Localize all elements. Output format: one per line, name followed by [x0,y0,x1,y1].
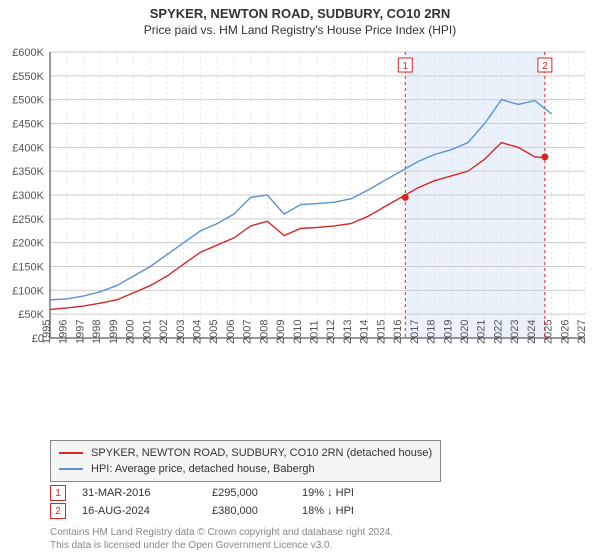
legend-swatch [59,452,83,454]
legend-label: SPYKER, NEWTON ROAD, SUDBURY, CO10 2RN (… [91,447,432,459]
svg-text:£150K: £150K [12,262,44,274]
svg-text:2014: 2014 [359,320,371,344]
svg-text:2026: 2026 [559,320,571,344]
svg-text:2001: 2001 [141,320,153,344]
sale-date: 31-MAR-2016 [82,487,212,499]
footer-line: This data is licensed under the Open Gov… [50,539,393,552]
legend-item: HPI: Average price, detached house, Babe… [59,461,432,477]
sales-table: 1 31-MAR-2016 £295,000 19% ↓ HPI 2 16-AU… [50,484,402,520]
table-row: 1 31-MAR-2016 £295,000 19% ↓ HPI [50,484,402,502]
chart-subtitle: Price paid vs. HM Land Registry's House … [0,21,600,37]
svg-text:2000: 2000 [125,320,137,344]
svg-text:2007: 2007 [242,320,254,344]
sale-price: £380,000 [212,505,302,517]
svg-text:2002: 2002 [158,320,170,344]
svg-text:£600K: £600K [12,47,44,59]
svg-text:2011: 2011 [309,320,321,344]
svg-text:2020: 2020 [459,320,471,344]
svg-text:£50K: £50K [18,309,44,321]
svg-text:£100K: £100K [12,285,44,297]
svg-text:£300K: £300K [12,190,44,202]
sale-marker-icon: 1 [50,485,66,501]
svg-text:£250K: £250K [12,214,44,226]
svg-text:1996: 1996 [58,320,70,344]
svg-text:1995: 1995 [41,320,53,344]
svg-text:2009: 2009 [275,320,287,344]
svg-text:2021: 2021 [476,320,488,344]
svg-text:2017: 2017 [409,320,421,344]
svg-text:1999: 1999 [108,320,120,344]
line-chart: £0£50K£100K£150K£200K£250K£300K£350K£400… [0,42,600,392]
svg-text:2016: 2016 [392,320,404,344]
svg-text:2024: 2024 [526,320,538,344]
footer-line: Contains HM Land Registry data © Crown c… [50,526,393,539]
sale-price: £295,000 [212,487,302,499]
svg-text:2023: 2023 [509,320,521,344]
svg-text:£550K: £550K [12,71,44,83]
sale-marker-icon: 2 [50,503,66,519]
legend: SPYKER, NEWTON ROAD, SUDBURY, CO10 2RN (… [50,440,441,482]
svg-text:2006: 2006 [225,320,237,344]
table-row: 2 16-AUG-2024 £380,000 18% ↓ HPI [50,502,402,520]
svg-text:£400K: £400K [12,142,44,154]
svg-text:1997: 1997 [74,320,86,344]
legend-item: SPYKER, NEWTON ROAD, SUDBURY, CO10 2RN (… [59,445,432,461]
svg-text:2013: 2013 [342,320,354,344]
svg-text:2022: 2022 [492,320,504,344]
svg-text:£500K: £500K [12,95,44,107]
svg-text:2005: 2005 [208,320,220,344]
svg-text:£350K: £350K [12,166,44,178]
legend-label: HPI: Average price, detached house, Babe… [91,463,315,475]
svg-text:2015: 2015 [375,320,387,344]
sale-delta: 19% ↓ HPI [302,487,402,499]
svg-text:2010: 2010 [292,320,304,344]
sale-delta: 18% ↓ HPI [302,505,402,517]
svg-text:2008: 2008 [258,320,270,344]
svg-text:£200K: £200K [12,238,44,250]
svg-text:2025: 2025 [543,320,555,344]
svg-text:2019: 2019 [442,320,454,344]
svg-text:1998: 1998 [91,320,103,344]
footer-attribution: Contains HM Land Registry data © Crown c… [50,526,393,552]
svg-text:2012: 2012 [325,320,337,344]
svg-text:2: 2 [542,61,548,72]
svg-text:1: 1 [402,61,408,72]
svg-text:2027: 2027 [576,320,588,344]
svg-text:2004: 2004 [191,320,203,344]
chart-title: SPYKER, NEWTON ROAD, SUDBURY, CO10 2RN [0,0,600,21]
legend-swatch [59,468,83,470]
sale-date: 16-AUG-2024 [82,505,212,517]
svg-text:2018: 2018 [426,320,438,344]
svg-text:2003: 2003 [175,320,187,344]
svg-text:£450K: £450K [12,119,44,131]
